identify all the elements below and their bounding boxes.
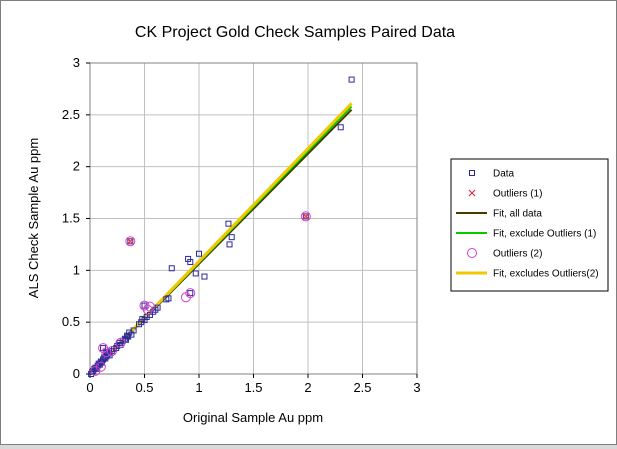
legend-item-fit-all-data: Fit, all data bbox=[456, 209, 542, 220]
data-point-data bbox=[187, 259, 194, 266]
data-point-outliers-2 bbox=[144, 301, 155, 312]
legend-item-outliers-2: Outliers (2) bbox=[467, 248, 542, 260]
data-point-outliers-2 bbox=[95, 361, 106, 372]
data-point-data bbox=[165, 295, 172, 302]
data-point-outliers-2 bbox=[300, 211, 311, 222]
data-point-data bbox=[168, 265, 175, 272]
legend-box bbox=[450, 158, 609, 292]
data-point-outliers-2 bbox=[106, 346, 117, 357]
legend-item-fit-exclude-outliers-1: Fit, exclude Outliers (1) bbox=[456, 229, 596, 240]
data-point-outliers-1 bbox=[302, 213, 310, 220]
data-point-data bbox=[226, 241, 233, 248]
chart-title: CK Project Gold Check Samples Paired Dat… bbox=[135, 24, 455, 41]
y-axis-label: ALS Check Sample Au ppm bbox=[26, 138, 41, 298]
legend-item-outliers-1: Outliers (1) bbox=[468, 189, 542, 200]
series-layer bbox=[88, 76, 355, 377]
y-tick-label: 2.5 bbox=[62, 107, 80, 122]
y-tick-label: 1 bbox=[73, 262, 80, 277]
x-tick-label: 0 bbox=[86, 380, 93, 395]
legend-label: Outliers (1) bbox=[493, 189, 542, 200]
legend: Data Outliers (1) Fit, all data Fit, exclud… bbox=[450, 158, 609, 292]
x-tick-label: 1.5 bbox=[244, 380, 262, 395]
x-tick-label: 2 bbox=[304, 380, 311, 395]
x-tick-label: 3 bbox=[413, 380, 420, 395]
data-point-data bbox=[146, 311, 153, 318]
series-fit-excludes-outliers-2 bbox=[88, 102, 353, 376]
x-tick-label: 1 bbox=[195, 380, 202, 395]
series-outliers-2 bbox=[90, 211, 311, 376]
legend-items: Data Outliers (1) Fit, all data Fit, exclud… bbox=[456, 169, 599, 280]
data-point-data bbox=[130, 327, 137, 334]
y-tick-label: 1.5 bbox=[62, 211, 80, 226]
series-outliers-1 bbox=[126, 213, 310, 245]
legend-item-data: Data bbox=[469, 169, 515, 180]
y-tick-label: 0 bbox=[73, 366, 80, 381]
data-point-data bbox=[225, 220, 232, 227]
legend-item-fit-excludes-outliers-2: Fit, excludes Outliers(2) bbox=[456, 269, 599, 280]
legend-swatch bbox=[467, 248, 477, 258]
data-point-outliers-2 bbox=[101, 347, 112, 358]
legend-label: Data bbox=[493, 169, 515, 180]
data-point-data bbox=[127, 238, 134, 245]
x-tick-label: 2.5 bbox=[353, 380, 371, 395]
data-point-outliers-2 bbox=[142, 304, 153, 315]
data-point-outliers-2 bbox=[115, 337, 126, 348]
data-point-outliers-2 bbox=[125, 236, 136, 247]
legend-label: Outliers (2) bbox=[493, 249, 542, 260]
data-point-outliers-1 bbox=[126, 237, 134, 245]
y-tick-label: 2 bbox=[73, 159, 80, 174]
legend-swatch bbox=[469, 170, 475, 176]
legend-swatch bbox=[468, 189, 476, 197]
data-point-data bbox=[201, 273, 208, 280]
y-tick-label: 0.5 bbox=[62, 314, 80, 329]
legend-label: Fit, all data bbox=[493, 209, 542, 220]
x-tick-label: 0.5 bbox=[135, 380, 153, 395]
data-point-data bbox=[302, 213, 309, 220]
data-point-data bbox=[192, 270, 199, 277]
tick-labels: 0 0.5 1 1.5 2 2.5 3 0 0.5 1 1.5 2 2.5 3 bbox=[62, 55, 421, 395]
fit-line-fit-excludes-outliers-2 bbox=[88, 102, 353, 376]
data-point-data bbox=[228, 234, 235, 241]
x-axis-label: Original Sample Au ppm bbox=[183, 410, 323, 425]
data-point-outliers-2 bbox=[185, 288, 196, 299]
data-point-data bbox=[196, 250, 202, 257]
legend-label: Fit, excludes Outliers(2) bbox=[493, 269, 599, 280]
data-point-data bbox=[348, 76, 355, 83]
legend-label: Fit, exclude Outliers (1) bbox=[493, 229, 596, 240]
data-point-data bbox=[337, 124, 344, 131]
data-point-data bbox=[154, 304, 161, 311]
y-tick-label: 3 bbox=[73, 55, 80, 70]
